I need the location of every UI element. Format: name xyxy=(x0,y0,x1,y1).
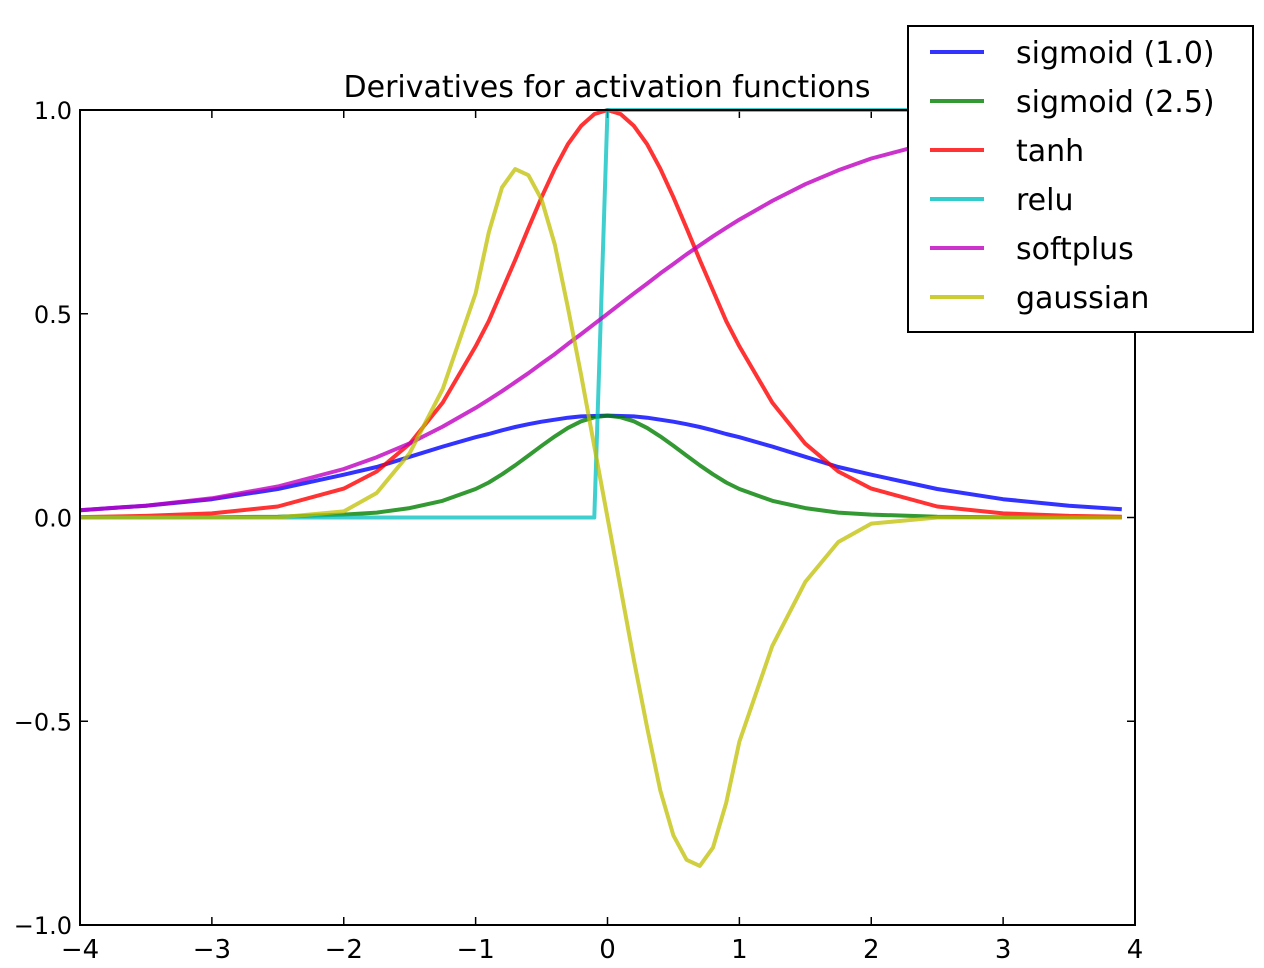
y-tick-label: 1.0 xyxy=(34,97,72,125)
x-tick-label: −4 xyxy=(61,935,99,965)
series-line-0 xyxy=(79,413,1122,513)
legend-label: sigmoid (2.5) xyxy=(1016,85,1215,120)
x-tick-label: 3 xyxy=(995,935,1012,965)
series-line-4 xyxy=(79,116,1122,513)
legend-label: relu xyxy=(1016,183,1073,218)
legend-label: softplus xyxy=(1016,232,1134,267)
y-tick-label: −1.0 xyxy=(14,912,72,940)
x-tick-label: −3 xyxy=(193,935,231,965)
legend-box xyxy=(907,25,1254,333)
y-tick-label: 0.5 xyxy=(34,301,72,329)
plot-frame xyxy=(79,109,1136,926)
x-tick-label: −2 xyxy=(325,935,363,965)
x-tick-label: 4 xyxy=(1127,935,1144,965)
series-line-1 xyxy=(79,413,1122,520)
legend-label: sigmoid (1.0) xyxy=(1016,36,1215,71)
x-tick-label: −1 xyxy=(456,935,494,965)
legend: sigmoid (1.0) sigmoid (2.5) tanh relu softpl… xyxy=(907,25,1254,333)
x-tick-label: 0 xyxy=(599,935,616,965)
axis-ticks: −4 −3 −2 −1 0 1 2 3 4 −1.0 −0.5 0.0 0.5 1.0 xyxy=(14,97,1144,965)
legend-label: gaussian xyxy=(1016,281,1149,316)
series-line-5 xyxy=(80,167,1122,868)
y-tick-label: −0.5 xyxy=(14,708,72,736)
chart-title: Derivatives for activation functions xyxy=(344,70,871,105)
x-tick-label: 1 xyxy=(731,935,748,965)
legend-label: tanh xyxy=(1016,134,1084,169)
y-tick-label: 0.0 xyxy=(34,505,72,533)
x-tick-label: 2 xyxy=(863,935,880,965)
